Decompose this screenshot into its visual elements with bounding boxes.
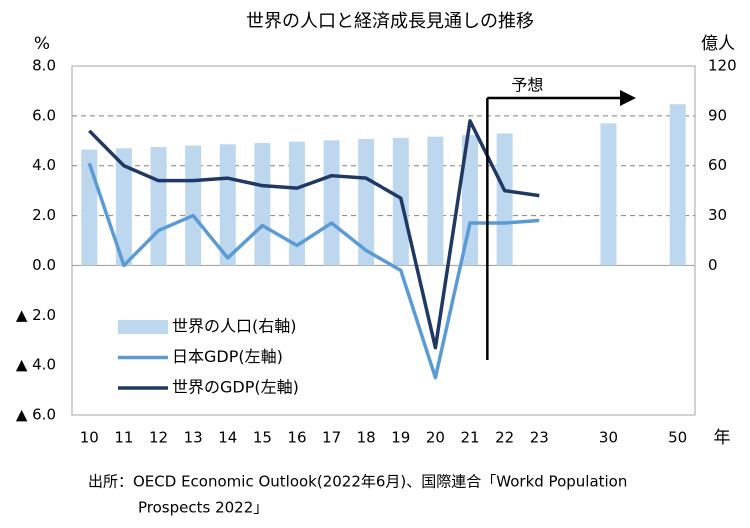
y-tick-label: ▲ 2.0 — [16, 306, 56, 324]
y-tick-label: 2.0 — [32, 206, 56, 224]
bar — [600, 123, 617, 266]
forecast-label: 予想 — [511, 76, 543, 95]
y-tick-label: 8.0 — [32, 57, 56, 75]
x-tick-label: 10 — [80, 429, 99, 447]
x-tick-label: 20 — [426, 429, 445, 447]
bar — [358, 138, 375, 266]
line-series — [87, 162, 540, 380]
bar — [462, 135, 479, 266]
y2-tick-label: 90 — [708, 106, 727, 124]
x-tick-label: 23 — [530, 429, 549, 447]
bar — [150, 146, 167, 266]
bar — [219, 144, 236, 266]
plot-frame — [71, 65, 696, 416]
y-tick-label: ▲ 6.0 — [16, 406, 56, 424]
x-tick-label: 19 — [391, 429, 410, 447]
bar — [427, 136, 444, 266]
x-tick-label: 12 — [149, 429, 168, 447]
legend-label: 世界のGDP(左軸) — [172, 378, 299, 397]
x-tick-label: 11 — [114, 429, 133, 447]
y2-tick-label: 30 — [708, 206, 727, 224]
x-tick-label: 15 — [253, 429, 272, 447]
bar — [323, 140, 340, 266]
x-tick-label: 21 — [460, 429, 479, 447]
x-tick-label: 22 — [495, 429, 514, 447]
bar — [115, 148, 132, 266]
y2-tick-label: 0 — [708, 256, 718, 274]
x-tick-label: 13 — [184, 429, 203, 447]
legend-swatch — [118, 320, 168, 334]
x-tick-label: 14 — [218, 429, 237, 447]
bar — [185, 145, 202, 266]
source-note: Prospects 2022」 — [138, 499, 268, 517]
y2-tick-label: 60 — [708, 156, 727, 174]
y-tick-label: 0.0 — [32, 256, 56, 274]
bar — [288, 141, 305, 266]
y2-tick-label: 120 — [708, 57, 737, 75]
y-axis-label: % — [34, 34, 50, 54]
line-series — [88, 119, 540, 350]
bar — [254, 142, 271, 266]
y-tick-label: ▲ 4.0 — [16, 356, 56, 374]
x-axis-label: 年 — [714, 428, 731, 448]
x-tick-label: 17 — [322, 429, 341, 447]
bar — [669, 104, 686, 266]
source-note: 出所：OECD Economic Outlook(2022年6月)、国際連合「W… — [88, 473, 627, 491]
bar — [496, 133, 513, 266]
x-tick-label: 50 — [668, 429, 687, 447]
chart-title: 世界の人口と経済成長見通しの推移 — [246, 11, 534, 32]
forecast-arrowhead — [620, 90, 636, 106]
x-tick-label: 16 — [287, 429, 306, 447]
legend-label: 日本GDP(左軸) — [172, 347, 283, 366]
y-tick-label: 4.0 — [32, 156, 56, 174]
legend-label: 世界の人口(右軸) — [172, 317, 297, 336]
y2-axis-label: 億人 — [701, 34, 735, 54]
x-tick-label: 30 — [599, 429, 618, 447]
y-tick-label: 6.0 — [32, 106, 56, 124]
x-tick-label: 18 — [357, 429, 376, 447]
